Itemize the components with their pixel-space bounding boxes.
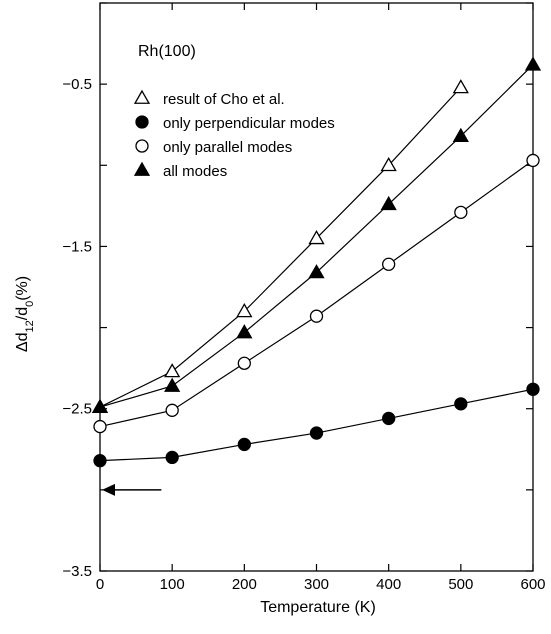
ticks	[99, 2, 534, 572]
data-point	[452, 127, 469, 142]
y-axis-title-sub2: 0	[24, 301, 36, 307]
data-point	[165, 403, 179, 417]
series-line	[99, 86, 462, 408]
data-point	[135, 115, 149, 129]
data-point	[309, 426, 324, 440]
data-point	[380, 195, 397, 211]
arrow-head	[102, 483, 115, 496]
legend-label: only perpendicular modes	[163, 115, 335, 132]
axes-frame	[99, 2, 534, 572]
x-tick-label: 300	[304, 576, 329, 593]
y-axis-title-tail: (%)	[14, 276, 31, 301]
x-tick-label: 0	[96, 576, 104, 593]
data-point	[93, 419, 107, 434]
chart-annotation: Rh(100)	[138, 43, 196, 60]
y-axis-title: Δd12/d0(%)	[14, 276, 36, 352]
data-point	[454, 205, 468, 219]
y-tick-label: −2.5	[62, 401, 92, 418]
tick-labels: 0 100 200 300 400 500 600 −3.5 −2.5 −1.5 −0.5	[62, 76, 545, 593]
data-point	[237, 356, 251, 370]
data-point	[308, 264, 325, 279]
data-point	[237, 437, 251, 452]
data-point	[382, 411, 396, 426]
plot-frame	[99, 2, 534, 572]
y-axis-title-sub1: 12	[24, 320, 36, 332]
data-point	[165, 450, 179, 465]
data-point	[526, 382, 540, 396]
y-axis-title-main: Δd	[14, 333, 31, 353]
data-point	[91, 398, 109, 413]
y-tick-label: −1.5	[62, 238, 92, 255]
x-axis-title: Temperature (K)	[260, 599, 376, 616]
series-line	[99, 388, 534, 462]
x-tick-label: 600	[520, 576, 545, 593]
data-point	[380, 156, 397, 172]
data-point	[133, 89, 151, 104]
x-tick-label: 400	[376, 576, 401, 593]
data-point	[164, 363, 181, 378]
data-point	[236, 324, 253, 339]
legend-label: only parallel modes	[163, 139, 292, 156]
series-line	[99, 159, 534, 428]
data-point	[236, 303, 253, 318]
data-point	[382, 257, 396, 271]
data-point	[133, 161, 151, 176]
data-point	[309, 309, 324, 323]
data-point	[524, 56, 542, 71]
y-tick-label: −0.5	[62, 76, 92, 93]
legend-label: result of Cho et al.	[163, 91, 285, 108]
legend-label: all modes	[163, 163, 227, 180]
y-axis-title-mid: /d	[14, 307, 31, 320]
series-markers	[91, 56, 542, 468]
x-tick-label: 200	[232, 576, 257, 593]
data-point	[93, 453, 107, 468]
data-point	[452, 79, 469, 94]
data-point	[308, 230, 325, 245]
data-point	[135, 139, 149, 153]
legend: result of Cho et al. only perpendicular m…	[133, 89, 335, 180]
data-point	[164, 377, 181, 392]
x-tick-label: 500	[448, 576, 473, 593]
data-point	[526, 153, 540, 168]
y-tick-label: −3.5	[62, 563, 92, 580]
x-tick-label: 100	[160, 576, 185, 593]
data-point	[454, 397, 468, 411]
